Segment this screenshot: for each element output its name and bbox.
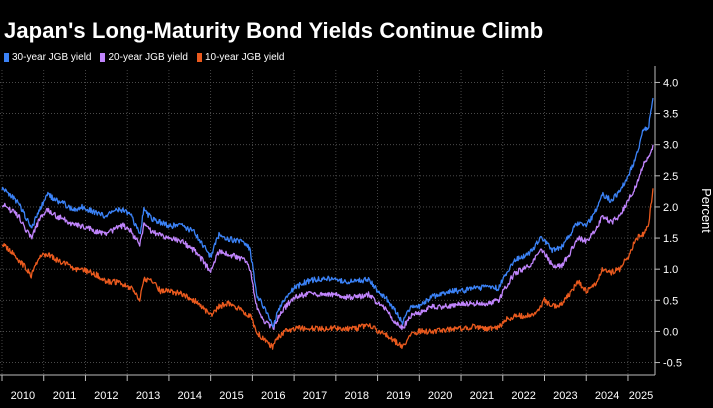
x-tick-label: 2023: [553, 390, 577, 402]
legend-swatch-30-year: [4, 53, 9, 62]
axes: -0.5 0.0 0.5 1.0 1.5 2.0 2.5 3.0 3.5 4.0 2010 2011 2…: [0, 66, 713, 402]
y-axis-title: Percent: [699, 188, 713, 233]
legend-item-20-year: 20-year JGB yield: [100, 52, 188, 63]
y-tick-label: 2.0: [663, 202, 678, 214]
x-tick-label: 2018: [344, 390, 368, 402]
legend-item-30-year: 30-year JGB yield: [4, 52, 91, 63]
y-tick-label: 2.5: [663, 171, 678, 183]
y-tick-label: 1.5: [663, 233, 678, 245]
x-tick-label: 2010: [11, 390, 35, 402]
x-tick-label: 2013: [136, 390, 160, 402]
legend-swatch-20-year: [100, 53, 106, 62]
legend-swatch-10-year: [196, 53, 202, 62]
series-line-30-year: [1, 97, 654, 328]
x-tick-label: 2025: [629, 390, 653, 402]
y-tick-label: 3.0: [663, 140, 678, 152]
grid-lines: [0, 70, 655, 375]
legend-label-10-year: 10-year JGB yield: [204, 52, 285, 63]
x-tick-label: 2012: [94, 390, 118, 402]
x-tick-label: 2022: [511, 390, 535, 402]
legend-label-20-year: 20-year JGB yield: [108, 52, 188, 63]
y-tick-label: -0.5: [663, 358, 682, 370]
series-lines: [1, 97, 654, 350]
legend-label-30-year: 30-year JGB yield: [12, 52, 92, 63]
chart-title: Japan's Long-Maturity Bond Yields Contin…: [4, 18, 544, 43]
series-line-20-year: [1, 144, 654, 331]
y-tick-label: 0.5: [663, 295, 678, 307]
x-tick-label: 2021: [470, 390, 494, 402]
y-tick-label: 3.5: [663, 109, 678, 121]
x-tick-label: 2016: [261, 390, 285, 402]
x-tick-label: 2015: [219, 390, 243, 402]
y-tick-label: 1.0: [663, 264, 678, 276]
series-line-10-year: [1, 188, 654, 350]
x-tick-label: 2020: [428, 390, 452, 402]
x-tick-label: 2019: [386, 390, 410, 402]
x-tick-label: 2014: [178, 390, 202, 402]
legend-item-10-year: 10-year JGB yield: [196, 52, 285, 63]
x-tick-label: 2017: [303, 390, 327, 402]
x-tick-label: 2011: [53, 390, 77, 402]
y-tick-label: 4.0: [663, 77, 678, 89]
y-tick-label: 0.0: [663, 326, 678, 338]
chart-legend: 30-year JGB yield 20-year JGB yield 10-y…: [4, 52, 284, 63]
x-tick-label: 2024: [595, 390, 619, 402]
